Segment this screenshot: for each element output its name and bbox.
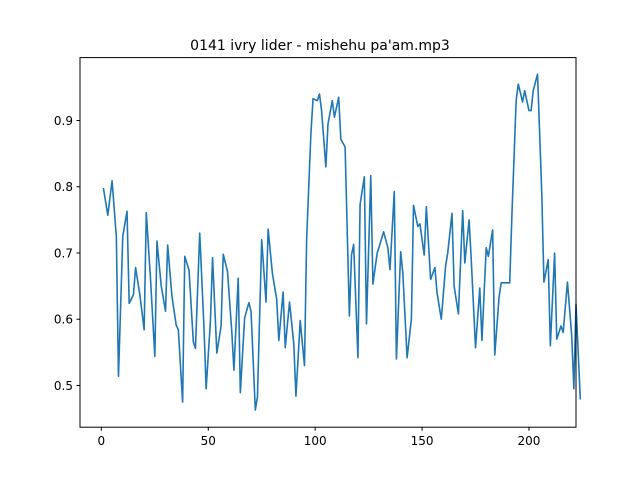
chart-title: 0141 ivry lider - mishehu pa'am.mp3 — [190, 38, 450, 54]
x-tick-label: 100 — [304, 434, 327, 448]
series-line-0 — [102, 73, 582, 411]
y-tick-label: 0.8 — [54, 180, 73, 194]
x-tick-label: 150 — [411, 434, 434, 448]
x-tick-label: 0 — [98, 434, 106, 448]
x-tick-label: 200 — [518, 434, 541, 448]
y-tick-label: 0.9 — [54, 114, 73, 128]
y-tick-label: 0.5 — [54, 379, 73, 393]
y-tick-label: 0.7 — [54, 246, 73, 260]
series-layer — [102, 73, 582, 411]
plot-area-frame — [79, 57, 577, 428]
y-tick-label: 0.6 — [54, 313, 73, 327]
y-axis-ticks: 0.5 0.6 0.7 0.8 0.9 — [54, 114, 80, 393]
x-tick-label: 50 — [201, 434, 216, 448]
x-axis-ticks: 0 50 100 150 200 — [98, 427, 541, 448]
